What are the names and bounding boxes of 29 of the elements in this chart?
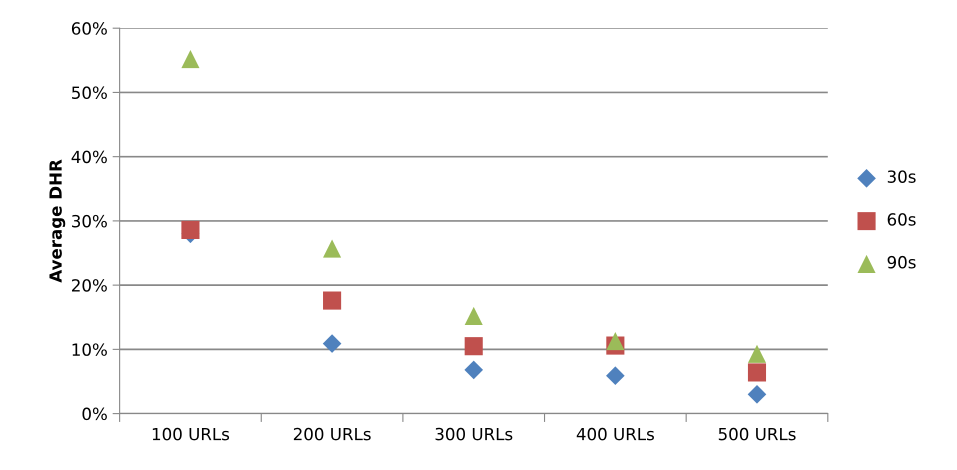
y-tick-label: 60% <box>72 22 107 35</box>
y-tick-label: 10% <box>72 343 107 356</box>
point <box>748 385 766 404</box>
x-tick-label: 300 URLs <box>436 428 512 440</box>
point <box>464 360 484 380</box>
y-tick-label: 30% <box>72 214 107 228</box>
legend-label: 60s <box>888 213 916 226</box>
y-axis-title: Average DHR <box>49 159 66 283</box>
y-tick-label: 40% <box>72 150 107 164</box>
point <box>323 291 342 310</box>
point <box>322 334 342 353</box>
x-tick-label: 200 URLs <box>294 428 371 440</box>
point <box>748 344 766 363</box>
y-tick-label: 20% <box>72 279 107 292</box>
point <box>464 337 483 356</box>
x-tick-label: 500 URLs <box>718 428 796 440</box>
point <box>181 220 200 239</box>
legend-label: 90s <box>888 256 916 269</box>
point <box>606 332 624 350</box>
point <box>748 363 766 382</box>
point <box>606 366 625 386</box>
x-tick-label: 400 URLs <box>576 428 654 440</box>
point <box>323 239 342 258</box>
point <box>464 306 483 326</box>
point <box>181 50 200 68</box>
x-tick-label: 100 URLs <box>152 428 230 440</box>
y-tick-label: 0% <box>82 408 107 420</box>
y-tick-label: 50% <box>72 86 107 99</box>
legend-label: 30s <box>888 170 916 183</box>
